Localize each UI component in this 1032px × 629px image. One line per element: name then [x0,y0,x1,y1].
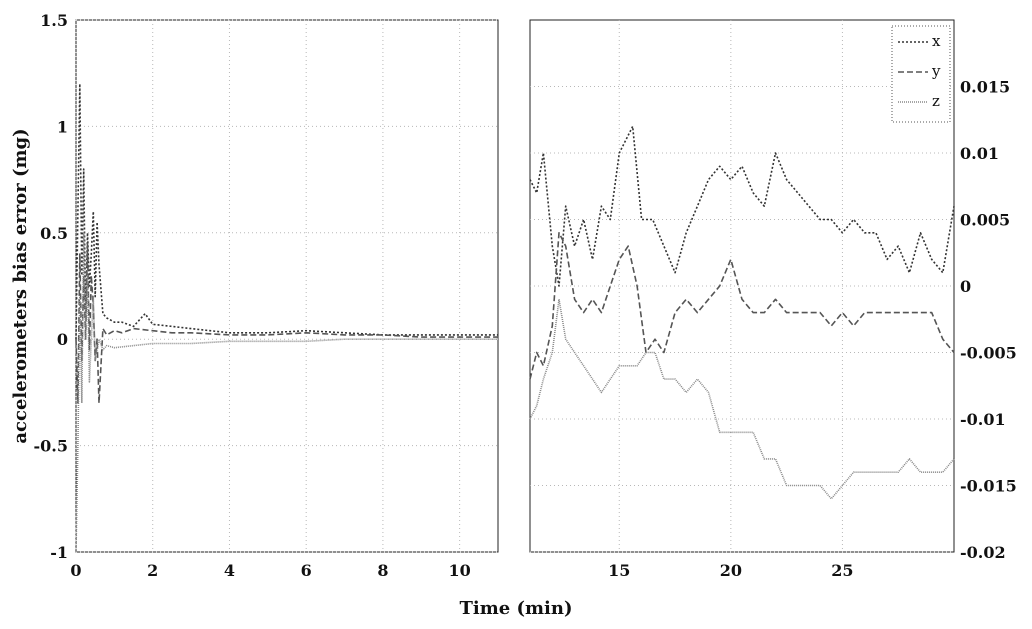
left-panel: 0 2 4 6 8 10 -1 -0.5 0 0.5 1 1.5 accelerometers bi… [10,11,498,580]
right-y-ticks: -0.02 -0.015 -0.01 -0.005 0 0.005 0.01 0.015 [960,78,1017,563]
legend-box [892,26,950,122]
right-y-tick-label: -0.02 [960,543,1006,562]
right-x-tick-label: 20 [720,561,742,580]
left-x-tick-label: 10 [449,561,471,580]
left-y-tick-label: 0 [57,330,68,349]
right-y-tick-label: 0.01 [960,144,999,163]
right-y-tick-label: -0.005 [960,344,1017,363]
left-y-tick-label: -1 [50,543,68,562]
right-panel: 15 20 25 -0.02 -0.015 -0.01 -0.005 0 0.005 0.01 0… [530,20,1017,580]
left-x-tick-label: 2 [147,561,158,580]
left-y-tick-label: 1.5 [40,11,68,30]
left-x-tick-label: 4 [224,561,235,580]
left-x-tick-label: 0 [70,561,81,580]
right-x-ticks: 15 20 25 [608,561,853,580]
right-y-tick-label: 0.015 [960,78,1010,97]
legend-label-y: y [931,62,941,80]
x-axis-title: Time (min) [459,598,572,619]
left-y-tick-label: 1 [57,117,68,136]
left-plot-area [76,20,498,552]
right-y-tick-label: 0 [960,277,971,296]
right-x-tick-label: 25 [831,561,853,580]
left-x-tick-label: 6 [301,561,312,580]
left-x-tick-label: 8 [377,561,388,580]
right-y-tick-label: 0.005 [960,211,1010,230]
left-x-ticks: 0 2 4 6 8 10 [70,561,470,580]
y-axis-title: accelerometers bias error (mg) [10,128,31,443]
left-y-tick-label: -0.5 [34,437,68,456]
right-y-tick-label: -0.01 [960,410,1006,429]
right-x-tick-label: 15 [608,561,630,580]
left-y-tick-label: 0.5 [40,224,68,243]
left-y-ticks: -1 -0.5 0 0.5 1 1.5 [34,11,68,562]
legend-label-z: z [932,92,940,110]
legend-label-x: x [932,32,941,50]
legend: xyz [892,26,950,122]
right-y-tick-label: -0.015 [960,477,1017,496]
